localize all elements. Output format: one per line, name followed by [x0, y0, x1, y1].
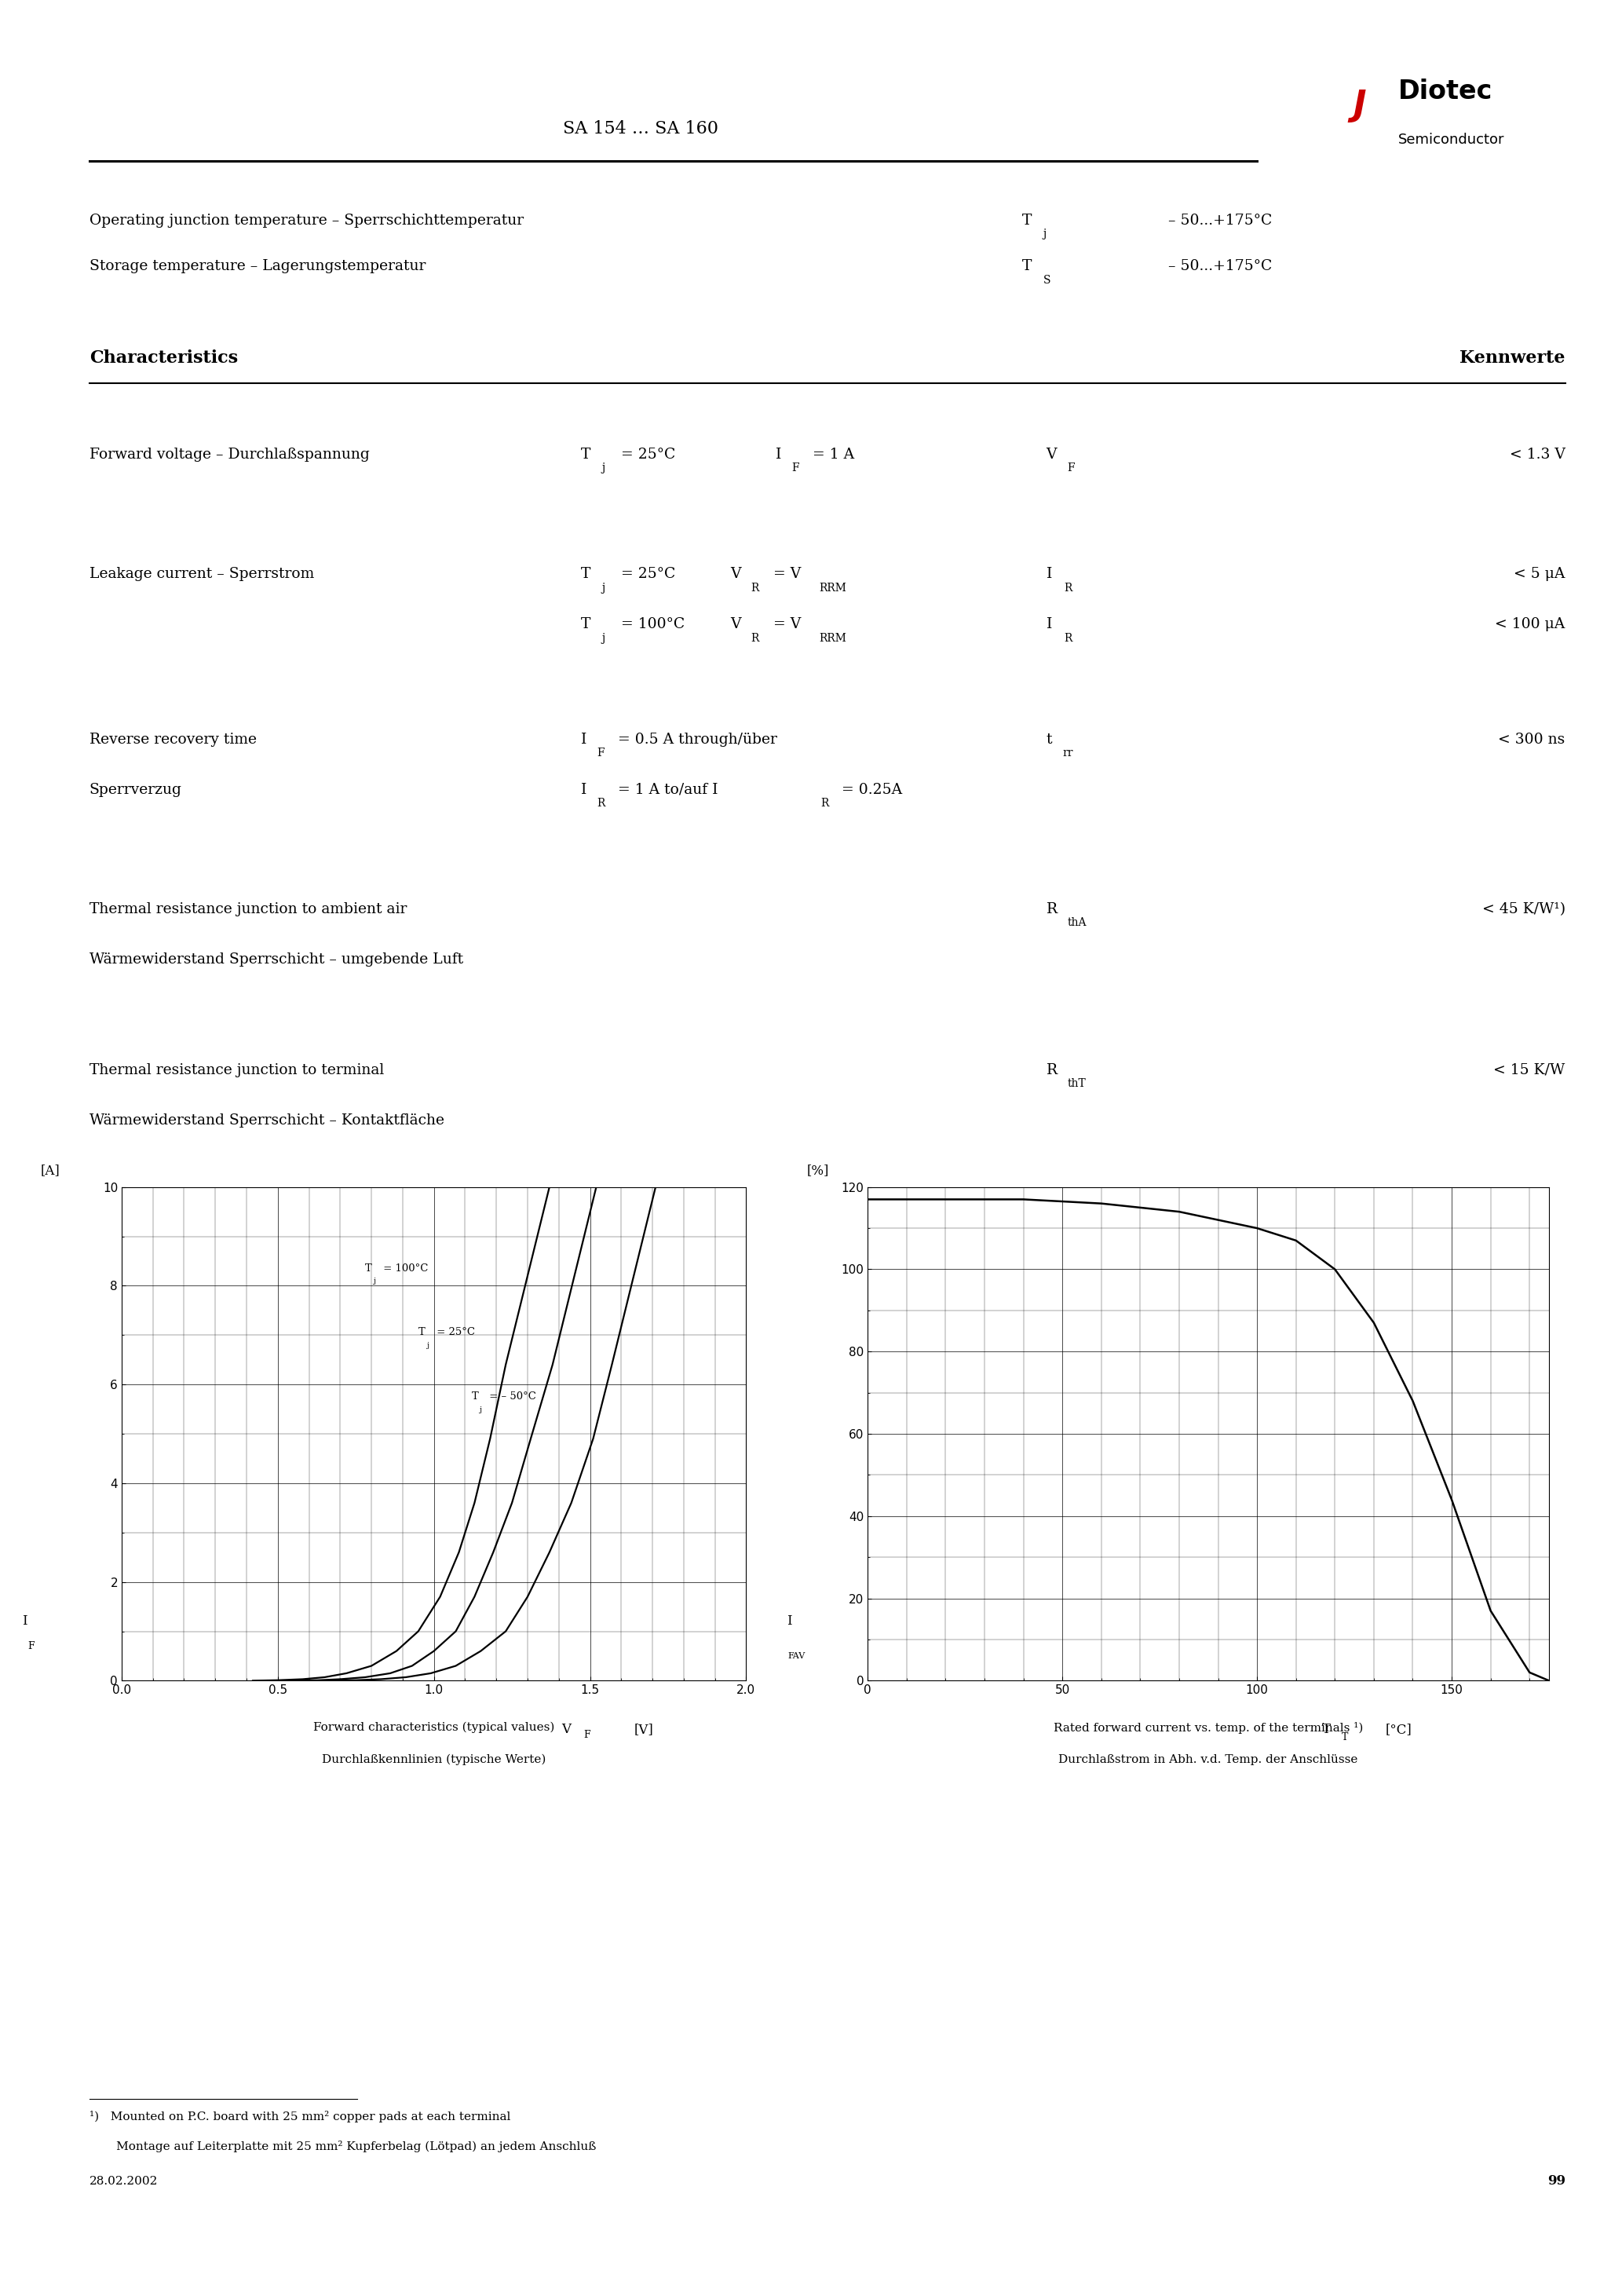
- Text: T: T: [581, 618, 590, 631]
- Text: – 50...+175°C: – 50...+175°C: [1168, 259, 1272, 273]
- Text: T: T: [1322, 1722, 1332, 1736]
- Text: T: T: [418, 1327, 425, 1339]
- Text: Leakage current – Sperrstrom: Leakage current – Sperrstrom: [89, 567, 315, 581]
- Text: = 100°C: = 100°C: [616, 618, 684, 631]
- Text: F: F: [584, 1731, 590, 1740]
- Text: RRM: RRM: [819, 583, 847, 592]
- Text: T: T: [1022, 259, 1032, 273]
- Text: T: T: [365, 1263, 371, 1274]
- Text: j: j: [427, 1341, 428, 1350]
- Text: = 0.5 A through/über: = 0.5 A through/über: [613, 732, 777, 746]
- Text: j: j: [602, 583, 605, 592]
- Text: I: I: [581, 783, 587, 797]
- Text: F: F: [597, 748, 605, 758]
- Text: Forward characteristics (typical values): Forward characteristics (typical values): [313, 1722, 555, 1733]
- Text: RRM: RRM: [819, 634, 847, 643]
- Text: < 300 ns: < 300 ns: [1499, 732, 1565, 746]
- Text: J: J: [1353, 90, 1366, 122]
- Text: Rated forward current vs. temp. of the terminals ¹): Rated forward current vs. temp. of the t…: [1054, 1722, 1362, 1733]
- Text: V: V: [730, 567, 741, 581]
- Text: V: V: [1046, 448, 1058, 461]
- Text: = 25°C: = 25°C: [616, 448, 675, 461]
- Text: thA: thA: [1067, 918, 1087, 928]
- Text: V: V: [561, 1722, 571, 1736]
- Text: j: j: [478, 1405, 482, 1414]
- Text: Wärmewiderstand Sperrschicht – Kontaktfläche: Wärmewiderstand Sperrschicht – Kontaktfl…: [89, 1114, 444, 1127]
- Text: R: R: [1046, 902, 1058, 916]
- Text: = 100°C: = 100°C: [380, 1263, 428, 1274]
- Text: T: T: [581, 567, 590, 581]
- Text: [°C]: [°C]: [1385, 1722, 1413, 1736]
- Text: R: R: [1046, 1063, 1058, 1077]
- Text: – 50...+175°C: – 50...+175°C: [1168, 214, 1272, 227]
- Text: < 100 μA: < 100 μA: [1495, 618, 1565, 631]
- Text: [V]: [V]: [634, 1722, 654, 1736]
- Text: I: I: [1046, 567, 1053, 581]
- Text: F: F: [792, 464, 800, 473]
- Text: F: F: [1067, 464, 1075, 473]
- Text: < 45 K/W¹): < 45 K/W¹): [1483, 902, 1565, 916]
- Text: I: I: [775, 448, 782, 461]
- Text: = V: = V: [769, 618, 801, 631]
- Text: rr: rr: [1062, 748, 1074, 758]
- Text: Thermal resistance junction to terminal: Thermal resistance junction to terminal: [89, 1063, 384, 1077]
- Text: = – 50°C: = – 50°C: [487, 1391, 537, 1401]
- Text: < 1.3 V: < 1.3 V: [1510, 448, 1565, 461]
- Text: I: I: [581, 732, 587, 746]
- Text: T: T: [472, 1391, 478, 1401]
- Text: thT: thT: [1067, 1079, 1085, 1088]
- Text: R: R: [597, 799, 605, 808]
- Text: j: j: [373, 1279, 375, 1286]
- Text: Storage temperature – Lagerungstemperatur: Storage temperature – Lagerungstemperatu…: [89, 259, 425, 273]
- Text: Diotec: Diotec: [1398, 78, 1492, 106]
- Text: [A]: [A]: [41, 1164, 60, 1178]
- Text: I: I: [23, 1614, 28, 1628]
- Text: V: V: [730, 618, 741, 631]
- Text: j: j: [602, 464, 605, 473]
- Text: ¹)   Mounted on P.C. board with 25 mm² copper pads at each terminal: ¹) Mounted on P.C. board with 25 mm² cop…: [89, 2110, 511, 2124]
- Text: [%]: [%]: [806, 1164, 829, 1178]
- Text: Operating junction temperature – Sperrschichttemperatur: Operating junction temperature – Sperrsc…: [89, 214, 524, 227]
- Text: = 25°C: = 25°C: [433, 1327, 475, 1339]
- Text: F: F: [28, 1642, 34, 1651]
- Text: = V: = V: [769, 567, 801, 581]
- Text: SA 154 … SA 160: SA 154 … SA 160: [563, 119, 719, 138]
- Text: t: t: [1046, 732, 1053, 746]
- Text: Sperrverzug: Sperrverzug: [89, 783, 182, 797]
- Text: FAV: FAV: [788, 1653, 805, 1660]
- Text: 99: 99: [1547, 2174, 1565, 2188]
- Text: j: j: [602, 634, 605, 643]
- Text: T: T: [1341, 1733, 1348, 1743]
- Text: Semiconductor: Semiconductor: [1398, 133, 1505, 147]
- Text: Montage auf Leiterplatte mit 25 mm² Kupferbelag (Lötpad) an jedem Anschluß: Montage auf Leiterplatte mit 25 mm² Kupf…: [89, 2140, 595, 2154]
- Text: = 0.25A: = 0.25A: [837, 783, 902, 797]
- Text: = 25°C: = 25°C: [616, 567, 675, 581]
- Text: R: R: [1064, 634, 1072, 643]
- Text: Wärmewiderstand Sperrschicht – umgebende Luft: Wärmewiderstand Sperrschicht – umgebende…: [89, 953, 462, 967]
- Text: = 1 A to/auf I: = 1 A to/auf I: [613, 783, 719, 797]
- Text: < 5 μA: < 5 μA: [1513, 567, 1565, 581]
- Text: I: I: [787, 1614, 792, 1628]
- Text: R: R: [751, 583, 759, 592]
- Text: j: j: [1043, 230, 1046, 239]
- Text: R: R: [751, 634, 759, 643]
- Text: R: R: [821, 799, 829, 808]
- Text: 28.02.2002: 28.02.2002: [89, 2177, 157, 2186]
- Text: Kennwerte: Kennwerte: [1460, 349, 1565, 367]
- Text: I: I: [1046, 618, 1053, 631]
- Text: T: T: [581, 448, 590, 461]
- Text: S: S: [1043, 276, 1051, 285]
- Text: < 15 K/W: < 15 K/W: [1494, 1063, 1565, 1077]
- Text: R: R: [1064, 583, 1072, 592]
- Text: Durchlaßkennlinien (typische Werte): Durchlaßkennlinien (typische Werte): [321, 1754, 547, 1766]
- Text: Reverse recovery time: Reverse recovery time: [89, 732, 256, 746]
- Text: = 1 A: = 1 A: [808, 448, 855, 461]
- Text: T: T: [1022, 214, 1032, 227]
- Text: Forward voltage – Durchlaßspannung: Forward voltage – Durchlaßspannung: [89, 448, 370, 461]
- Text: Thermal resistance junction to ambient air: Thermal resistance junction to ambient a…: [89, 902, 407, 916]
- Text: Characteristics: Characteristics: [89, 349, 238, 367]
- Text: Durchlaßstrom in Abh. v.d. Temp. der Anschlüsse: Durchlaßstrom in Abh. v.d. Temp. der Ans…: [1059, 1754, 1358, 1766]
